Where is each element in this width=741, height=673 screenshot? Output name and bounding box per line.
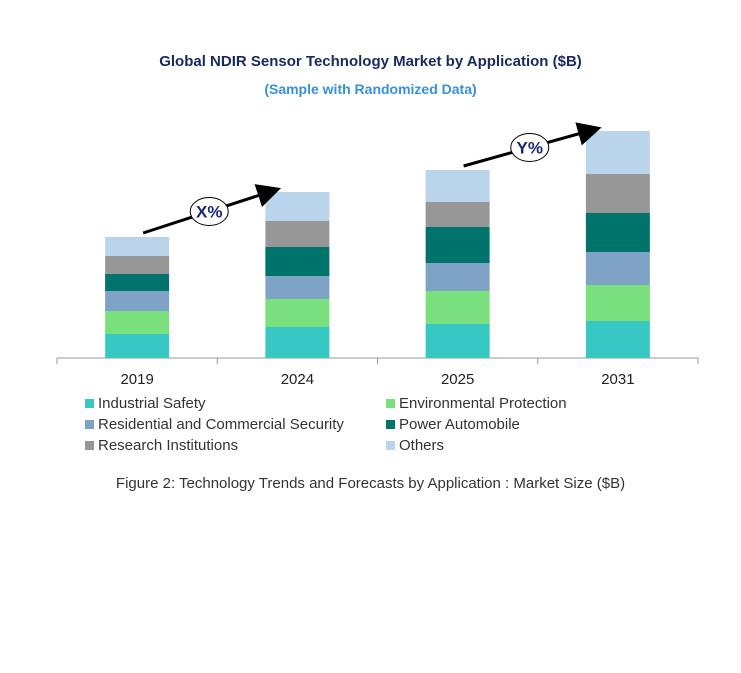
bar-segment-2025-4 — [425, 202, 490, 227]
legend-item: Industrial Safety — [85, 395, 206, 412]
bar-segment-2025-0 — [425, 324, 490, 358]
bar-segment-2019-5 — [105, 237, 170, 256]
bar-segment-2024-5 — [265, 192, 330, 221]
chart-title: Global NDIR Sensor Technology Market by … — [159, 53, 582, 70]
legend-item: Environmental Protection — [386, 395, 567, 412]
bar-segment-2019-0 — [105, 334, 170, 358]
growth-label: Y% — [517, 139, 543, 158]
legend-item: Others — [386, 437, 444, 454]
legend-swatch — [85, 420, 94, 429]
bar-segment-2019-1 — [105, 311, 170, 334]
bar-segment-2025-2 — [425, 263, 490, 291]
bar-segment-2025-3 — [425, 227, 490, 263]
x-tick-label: 2024 — [281, 371, 314, 388]
legend-label: Environmental Protection — [399, 395, 567, 412]
legend-label: Power Automobile — [399, 416, 520, 433]
legend-label: Others — [399, 437, 445, 454]
legend-swatch — [386, 441, 395, 450]
bar-segment-2031-4 — [585, 174, 650, 213]
legend-label: Residential and Commercial Security — [98, 416, 344, 433]
legend-label: Industrial Safety — [98, 395, 206, 412]
bar-segment-2024-4 — [265, 221, 330, 247]
bar-segment-2025-1 — [425, 291, 490, 324]
x-tick-label: 2031 — [601, 371, 634, 388]
legend-swatch — [85, 399, 94, 408]
legend-item: Residential and Commercial Security — [85, 416, 344, 433]
bar-segment-2024-3 — [265, 247, 330, 276]
bar-segment-2031-0 — [585, 321, 650, 358]
legend-swatch — [85, 441, 94, 450]
legend-item: Research Institutions — [85, 437, 238, 454]
bar-segment-2019-4 — [105, 256, 170, 274]
bar-segment-2031-5 — [585, 131, 650, 174]
bar-segment-2019-2 — [105, 291, 170, 311]
bar-segment-2025-5 — [425, 170, 490, 202]
bar-segment-2031-1 — [585, 285, 650, 321]
bar-segment-2024-1 — [265, 299, 330, 327]
legend-item: Power Automobile — [386, 416, 520, 433]
x-tick-label: 2019 — [120, 371, 153, 388]
figure-caption: Figure 2: Technology Trends and Forecast… — [115, 475, 626, 492]
growth-label-bubble — [510, 133, 550, 162]
bar-segment-2024-2 — [265, 276, 330, 299]
growth-label-bubble — [189, 197, 229, 226]
bar-segment-2031-3 — [585, 213, 650, 252]
bar-segment-2024-0 — [265, 327, 330, 358]
bar-segment-2019-3 — [105, 274, 170, 291]
growth-label: X% — [196, 203, 222, 222]
legend-label: Research Institutions — [98, 437, 239, 454]
bar-segment-2031-2 — [585, 252, 650, 285]
x-tick-label: 2025 — [441, 371, 474, 388]
chart-subtitle: (Sample with Randomized Data) — [264, 81, 477, 97]
legend-swatch — [386, 420, 395, 429]
legend-swatch — [386, 399, 395, 408]
